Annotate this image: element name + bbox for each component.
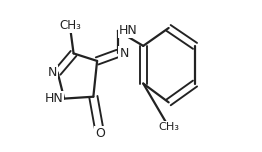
Text: N: N [47, 66, 57, 79]
Text: CH₃: CH₃ [59, 19, 81, 32]
Text: N: N [119, 47, 129, 60]
Text: O: O [95, 127, 105, 140]
Text: CH₃: CH₃ [158, 122, 179, 132]
Text: HN: HN [45, 92, 63, 105]
Text: HN: HN [119, 24, 138, 37]
